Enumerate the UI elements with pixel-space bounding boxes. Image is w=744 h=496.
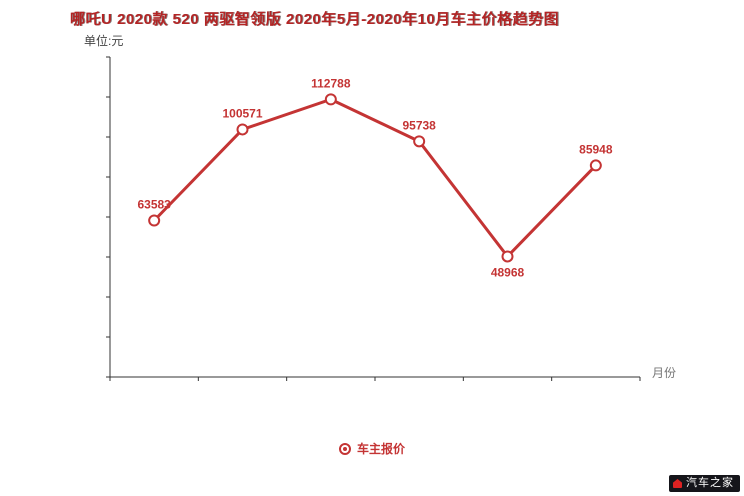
autohome-logo-icon bbox=[673, 479, 682, 488]
data-point[interactable] bbox=[413, 135, 426, 148]
watermark-text: 汽车之家 bbox=[686, 477, 734, 489]
data-point-label: 95738 bbox=[402, 118, 436, 132]
data-point-label: 112788 bbox=[311, 76, 351, 90]
data-point[interactable] bbox=[501, 250, 514, 263]
watermark-badge: 汽车之家 bbox=[669, 475, 740, 492]
data-point[interactable] bbox=[589, 159, 602, 172]
series-line bbox=[153, 97, 597, 259]
data-point[interactable] bbox=[324, 93, 337, 106]
x-axis-label: 月份 bbox=[652, 366, 677, 380]
chart-legend[interactable]: 车主报价 bbox=[0, 440, 744, 457]
data-point-label: 63583 bbox=[137, 197, 171, 211]
series-layer: 63583 100571 112788 95738 48968 85948 bbox=[137, 76, 612, 279]
axis-ticks bbox=[106, 56, 641, 381]
y-axis-unit-label: 单位:元 bbox=[84, 34, 124, 48]
legend-series-marker-icon bbox=[338, 442, 351, 455]
legend-series-label: 车主报价 bbox=[356, 442, 405, 456]
data-point-label: 100571 bbox=[222, 106, 262, 120]
chart-title: 哪吒U 2020款 520 两驱智领版 2020年5月-2020年10月车主价格… bbox=[70, 11, 560, 28]
data-point[interactable] bbox=[236, 123, 249, 136]
data-point-label: 85948 bbox=[579, 142, 613, 156]
data-point[interactable] bbox=[148, 214, 161, 227]
data-point-label: 48968 bbox=[491, 265, 525, 279]
